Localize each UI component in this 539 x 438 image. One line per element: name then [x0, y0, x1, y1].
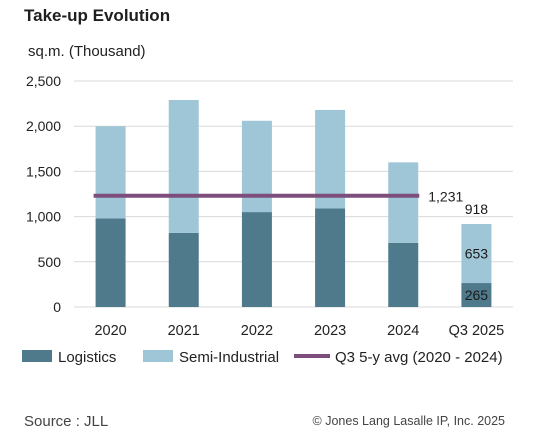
copyright-note: © Jones Lang Lasalle IP, Inc. 2025: [312, 414, 505, 428]
y-tick-label: 1,500: [26, 163, 61, 179]
source-note: Source : JLL: [24, 413, 109, 430]
x-tick-label: 2024: [387, 323, 419, 339]
legend-label-semi-industrial: Semi-Industrial: [179, 349, 279, 366]
bar-semi-industrial: [461, 224, 492, 284]
y-tick-label: 2,000: [26, 118, 61, 134]
bar-semi-industrial: [315, 109, 346, 209]
x-tick-label: 2021: [168, 323, 200, 339]
bar-logistics: [315, 208, 346, 307]
bar-logistics: [461, 283, 492, 307]
chart-title: Take-up Evolution: [24, 6, 171, 25]
x-tick-label: 2022: [241, 323, 273, 339]
data-label: 918: [465, 201, 489, 217]
legend: Logistics Semi-Industrial Q3 5-y avg (2020…: [22, 349, 503, 366]
average-line-group: 1,231: [93, 189, 463, 205]
y-axis-unit-label: sq.m. (Thousand): [28, 43, 146, 60]
x-tick-label: 2023: [314, 323, 346, 339]
legend-label-logistics: Logistics: [58, 349, 116, 366]
data-label: 653: [465, 246, 489, 262]
take-up-chart: 0 500 1,000 1,500 2,000 2,500 1,231 265 653 918…: [22, 73, 513, 366]
y-tick-label: 2,500: [26, 73, 61, 89]
bar-logistics: [241, 212, 272, 307]
x-tick-label: 2020: [94, 323, 126, 339]
legend-label-average: Q3 5-y avg (2020 - 2024): [335, 349, 503, 366]
bars: [95, 99, 492, 307]
data-labels: 265 653 918: [465, 201, 489, 303]
x-axis-ticks: 2020 2021 2022 2023 2024 Q3 2025: [94, 323, 504, 339]
average-line-label: 1,231: [428, 189, 463, 205]
legend-swatch-semi-industrial: [143, 350, 173, 362]
data-label: 265: [465, 287, 489, 303]
legend-swatch-logistics: [22, 350, 52, 362]
bar-semi-industrial: [168, 99, 199, 233]
y-axis-ticks: 0 500 1,000 1,500 2,000 2,500: [26, 73, 61, 315]
y-tick-label: 500: [38, 254, 62, 270]
bar-semi-industrial: [95, 126, 126, 219]
y-tick-label: 1,000: [26, 209, 61, 225]
bar-semi-industrial: [241, 120, 272, 213]
grid-lines: [74, 80, 513, 308]
bar-logistics: [168, 232, 199, 307]
bar-logistics: [388, 242, 419, 307]
x-tick-label: Q3 2025: [449, 323, 505, 339]
bar-logistics: [95, 218, 126, 307]
bar-semi-industrial: [388, 162, 419, 243]
y-tick-label: 0: [53, 299, 61, 315]
